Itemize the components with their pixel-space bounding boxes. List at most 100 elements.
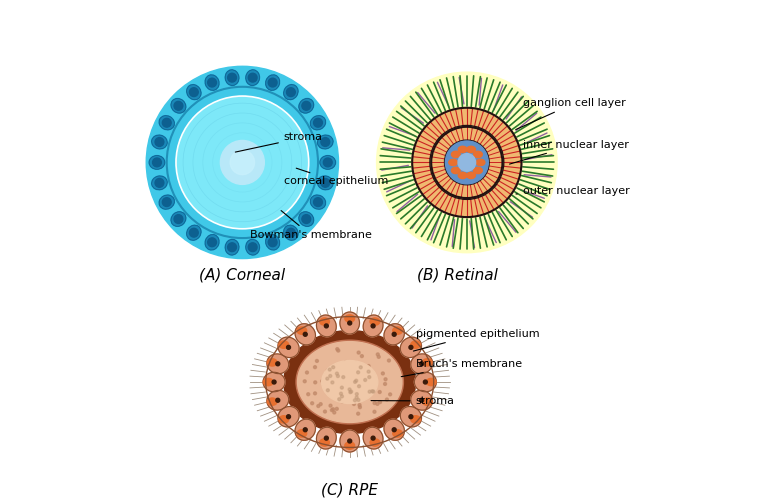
Ellipse shape [297, 430, 307, 437]
Circle shape [268, 238, 277, 246]
Ellipse shape [411, 341, 421, 348]
Circle shape [376, 402, 379, 406]
Circle shape [412, 108, 522, 217]
Ellipse shape [320, 318, 330, 325]
Ellipse shape [297, 342, 402, 422]
Circle shape [227, 74, 236, 82]
Circle shape [458, 154, 475, 171]
Circle shape [331, 380, 334, 383]
Text: ganglion cell layer: ganglion cell layer [515, 98, 625, 130]
Circle shape [348, 321, 352, 325]
Circle shape [276, 362, 280, 366]
Circle shape [332, 408, 334, 410]
Circle shape [378, 400, 381, 404]
Circle shape [302, 102, 311, 110]
Circle shape [311, 402, 314, 404]
Ellipse shape [400, 406, 421, 427]
Circle shape [369, 371, 372, 374]
Circle shape [324, 410, 327, 413]
Circle shape [331, 381, 334, 384]
Ellipse shape [452, 151, 460, 158]
Ellipse shape [467, 146, 475, 152]
Circle shape [328, 368, 331, 371]
Circle shape [349, 390, 352, 393]
Circle shape [338, 396, 341, 400]
Ellipse shape [171, 98, 186, 113]
Ellipse shape [152, 176, 168, 190]
Ellipse shape [283, 84, 298, 100]
Ellipse shape [318, 135, 333, 149]
Ellipse shape [370, 318, 380, 325]
Text: outer nuclear layer: outer nuclear layer [516, 186, 630, 196]
Circle shape [365, 384, 368, 388]
Circle shape [190, 88, 199, 96]
Ellipse shape [283, 225, 298, 240]
Circle shape [268, 78, 277, 87]
Circle shape [162, 198, 171, 206]
Circle shape [361, 354, 363, 358]
Circle shape [348, 388, 351, 391]
Circle shape [357, 371, 359, 374]
Ellipse shape [279, 341, 289, 348]
Ellipse shape [268, 358, 277, 366]
Circle shape [330, 408, 334, 412]
Circle shape [177, 96, 309, 228]
Circle shape [152, 158, 161, 167]
Ellipse shape [246, 240, 259, 255]
Circle shape [324, 386, 327, 388]
Circle shape [348, 439, 352, 443]
Circle shape [340, 400, 343, 403]
Ellipse shape [296, 340, 403, 424]
Ellipse shape [474, 168, 482, 173]
Ellipse shape [316, 428, 337, 449]
Ellipse shape [393, 430, 402, 437]
Circle shape [344, 360, 347, 364]
Circle shape [208, 78, 217, 87]
Circle shape [355, 379, 358, 382]
Ellipse shape [459, 146, 467, 152]
Ellipse shape [340, 430, 359, 452]
Circle shape [272, 380, 276, 384]
Circle shape [335, 408, 338, 410]
Ellipse shape [320, 439, 330, 446]
Circle shape [420, 398, 424, 402]
Circle shape [317, 404, 320, 407]
Circle shape [327, 389, 329, 392]
Circle shape [372, 390, 375, 393]
Circle shape [371, 324, 375, 328]
Circle shape [376, 353, 379, 356]
Ellipse shape [295, 324, 315, 345]
Ellipse shape [171, 212, 186, 226]
Text: corneal epithelium: corneal epithelium [283, 168, 388, 186]
Circle shape [314, 366, 317, 368]
Ellipse shape [310, 116, 326, 130]
Circle shape [431, 126, 503, 199]
Circle shape [162, 118, 171, 127]
Circle shape [302, 214, 311, 224]
Ellipse shape [278, 337, 299, 357]
Ellipse shape [267, 354, 289, 374]
Circle shape [367, 370, 370, 373]
Ellipse shape [283, 330, 415, 434]
Text: inner nuclear layer: inner nuclear layer [509, 140, 629, 164]
Ellipse shape [295, 419, 315, 440]
Circle shape [359, 366, 362, 369]
Circle shape [392, 428, 396, 432]
Circle shape [445, 140, 489, 184]
Circle shape [392, 332, 396, 336]
Circle shape [287, 415, 290, 418]
Circle shape [328, 378, 331, 380]
Ellipse shape [384, 419, 404, 440]
Ellipse shape [422, 398, 432, 406]
Circle shape [373, 402, 376, 404]
Ellipse shape [266, 234, 280, 250]
Circle shape [314, 198, 322, 206]
Circle shape [329, 374, 332, 378]
Circle shape [326, 377, 329, 380]
Circle shape [303, 332, 307, 336]
Ellipse shape [263, 372, 285, 392]
Circle shape [190, 228, 199, 237]
Circle shape [368, 376, 371, 378]
Circle shape [340, 386, 343, 389]
Circle shape [378, 390, 381, 394]
